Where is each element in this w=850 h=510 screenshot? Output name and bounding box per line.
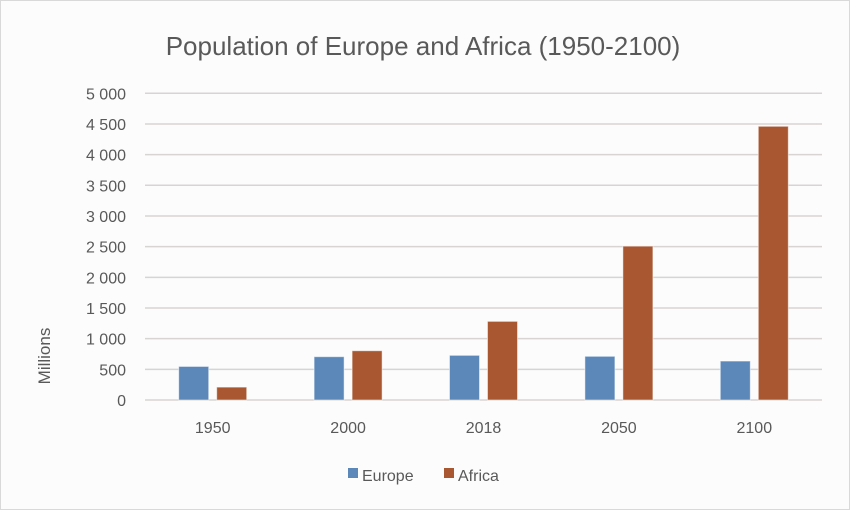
bar-europe-2018 (449, 354, 480, 401)
bar-africa-1950 (216, 386, 248, 401)
y-tick-label: 2 000 (86, 270, 126, 287)
y-tick-label: 500 (99, 362, 126, 379)
bar-africa-2100 (757, 125, 789, 401)
y-tick-label: 0 (117, 393, 126, 410)
y-tick-label: 2 500 (86, 240, 126, 257)
x-tick-label: 1950 (195, 420, 231, 437)
bar-africa-2018 (487, 320, 518, 401)
x-tick-label: 2100 (737, 420, 773, 437)
y-tick-label: 3 000 (86, 209, 126, 226)
x-tick-label: 2000 (330, 420, 366, 437)
x-tick-label: 2050 (601, 420, 637, 437)
chart-title: Population of Europe and Africa (1950-21… (166, 31, 681, 61)
bar-europe-2100 (719, 360, 751, 401)
legend-swatch-europe (348, 468, 358, 478)
y-axis-label: Millions (35, 328, 54, 385)
legend-label-africa: Africa (458, 468, 499, 485)
bar-europe-1950 (178, 365, 210, 401)
y-tick-label: 1 000 (86, 332, 126, 349)
bar-europe-2050 (584, 355, 616, 401)
bar-africa-2050 (622, 245, 654, 401)
y-tick-label: 5 000 (86, 86, 126, 103)
y-tick-label: 3 500 (86, 178, 126, 195)
y-tick-label: 4 500 (86, 117, 126, 134)
y-tick-label: 4 000 (86, 148, 126, 165)
y-tick-label: 1 500 (86, 301, 126, 318)
legend-label-europe: Europe (362, 468, 414, 485)
bar-europe-2000 (313, 356, 345, 401)
bar-africa-2000 (351, 350, 383, 401)
legend-swatch-africa (444, 468, 454, 478)
x-tick-label: 2018 (466, 420, 502, 437)
